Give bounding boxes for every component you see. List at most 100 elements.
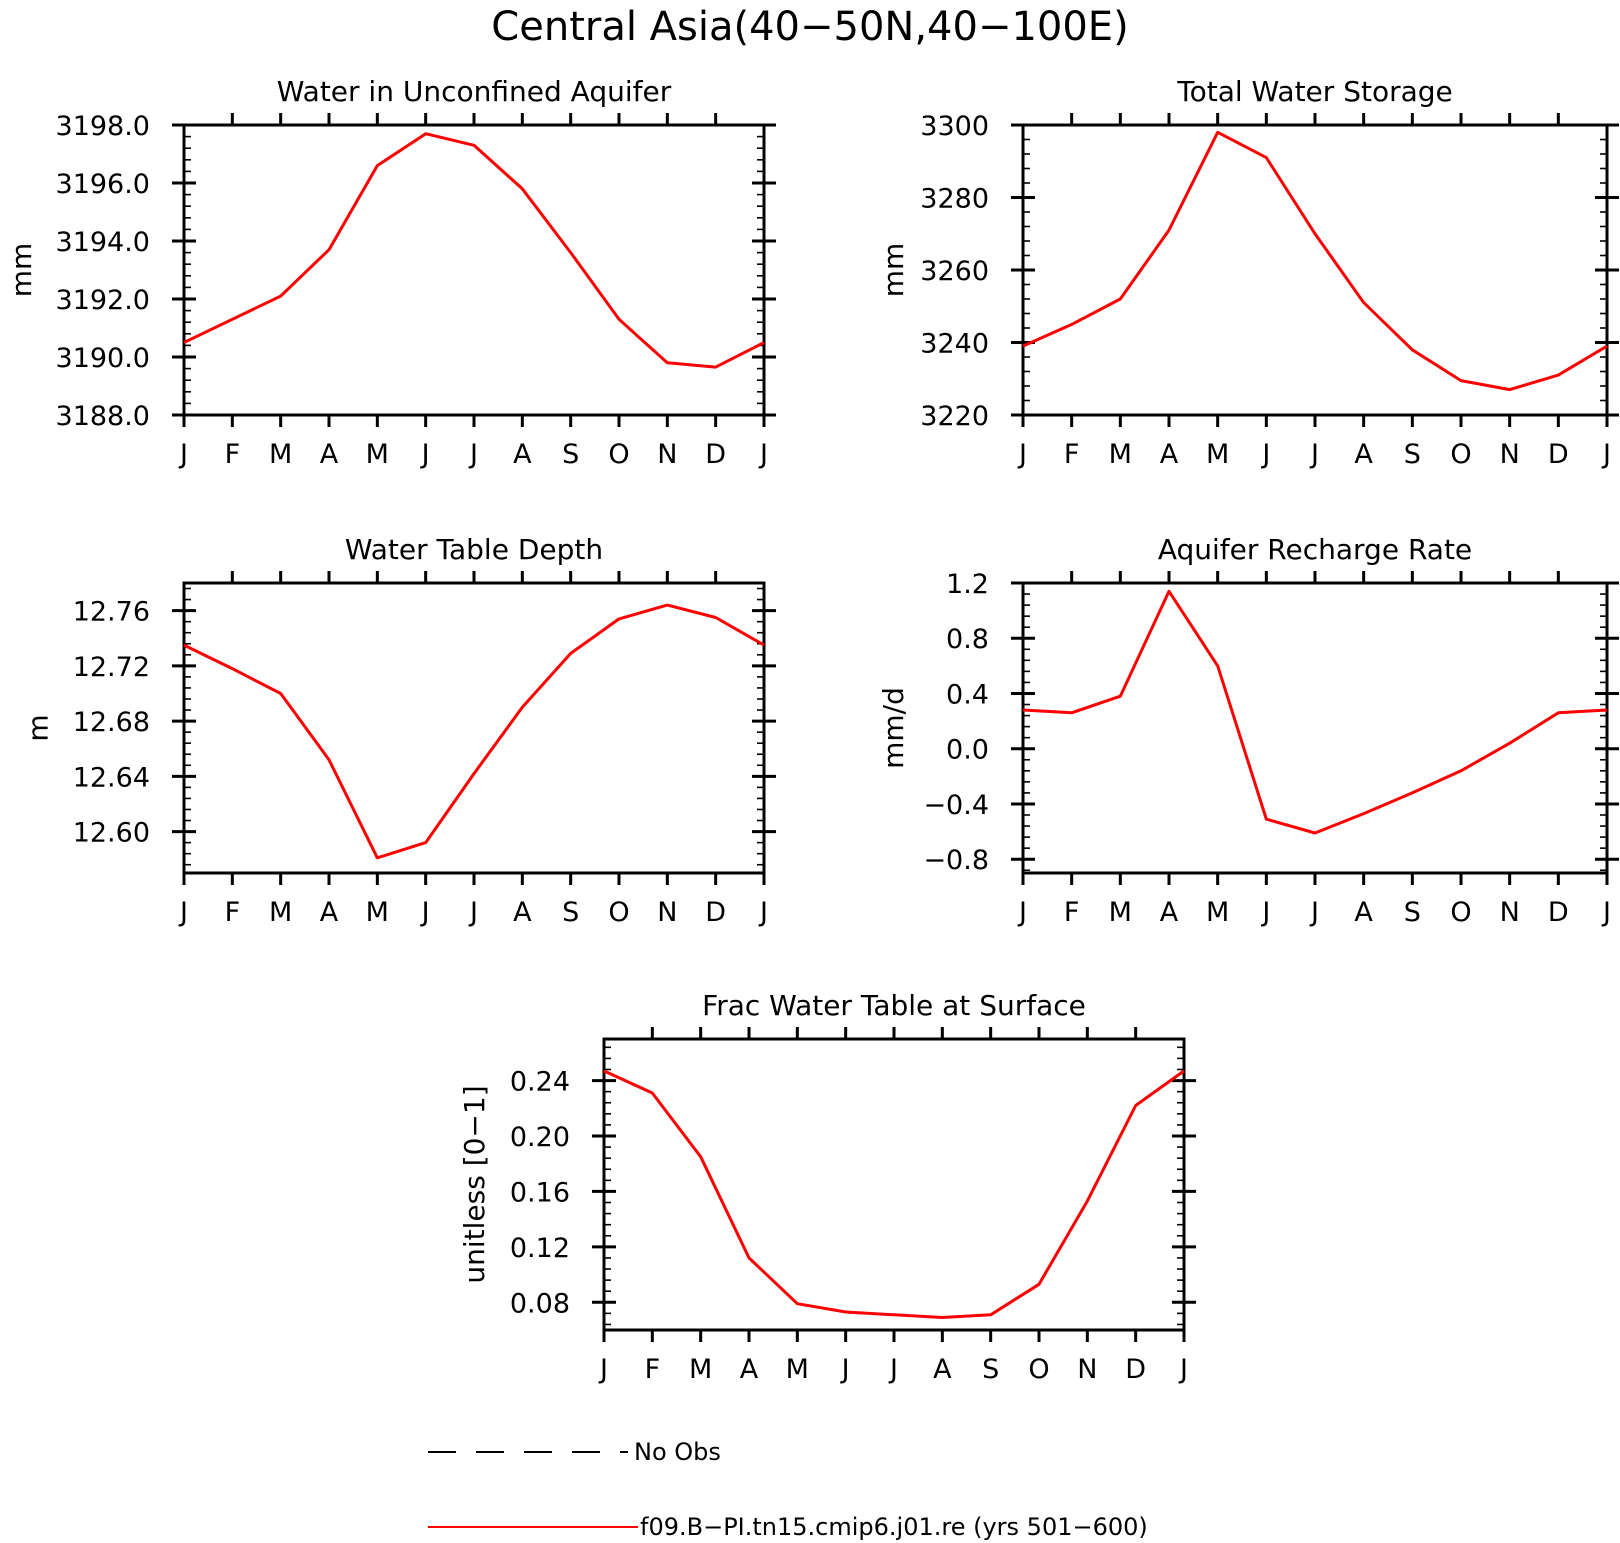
x-tick-label: A — [1354, 439, 1373, 470]
y-tick-label: 12.72 — [73, 652, 150, 683]
x-tick-label: M — [1109, 897, 1132, 928]
plot-frame-recharge-rate — [1021, 581, 1609, 875]
x-tick-label: A — [513, 439, 532, 470]
x-tick-label: O — [608, 439, 629, 470]
x-tick-label: S — [982, 1354, 999, 1385]
x-tick-label: M — [269, 439, 292, 470]
x-tick-label: A — [1160, 439, 1179, 470]
x-tick-label: J — [1017, 897, 1027, 928]
x-tick-label: S — [1404, 897, 1421, 928]
x-tick-label: N — [657, 439, 677, 470]
x-tick-label: F — [225, 439, 241, 470]
x-tick-label: O — [1450, 439, 1471, 470]
x-tick-label: A — [1354, 897, 1373, 928]
y-tick-label: 3188.0 — [56, 401, 150, 432]
y-tick-label: 0.20 — [510, 1122, 570, 1153]
panel-title-total-storage: Total Water Storage — [1176, 75, 1453, 108]
series-line-recharge-rate — [1022, 589, 1608, 835]
y-axis-label-aquifer-water: mm — [5, 243, 38, 298]
x-tick-label: D — [1125, 1354, 1146, 1385]
legend: No Obs f09.B−PI.tn15.cmip6.j01.re (yrs 5… — [428, 1438, 1148, 1541]
x-tick-label: N — [1077, 1354, 1097, 1385]
x-tick-label: S — [562, 439, 579, 470]
x-tick-label: M — [1109, 439, 1132, 470]
y-tick-label: 3192.0 — [56, 285, 150, 316]
y-tick-label: 0.12 — [510, 1233, 570, 1264]
y-tick-label: 12.76 — [73, 597, 150, 628]
x-tick-label: J — [178, 439, 188, 470]
panel-title-recharge-rate: Aquifer Recharge Rate — [1158, 533, 1472, 566]
x-tick-label: M — [689, 1354, 712, 1385]
x-tick-label: S — [562, 897, 579, 928]
y-tick-label: 3190.0 — [56, 343, 150, 374]
y-tick-label: 12.68 — [73, 707, 150, 738]
y-tick-label: 12.60 — [73, 818, 150, 849]
x-tick-label: N — [1500, 439, 1520, 470]
y-tick-label: 0.0 — [946, 735, 989, 766]
x-tick-label: M — [366, 897, 389, 928]
x-tick-label: J — [598, 1354, 608, 1385]
y-axis-label-recharge-rate: mm/d — [877, 687, 910, 769]
x-tick-label: D — [705, 897, 726, 928]
x-tick-label: M — [1206, 897, 1229, 928]
y-tick-label: 1.2 — [946, 569, 989, 600]
x-tick-label: J — [468, 439, 478, 470]
plot-frame-aquifer-water — [182, 123, 766, 417]
x-tick-label: A — [320, 439, 339, 470]
x-tick-label: D — [1548, 439, 1569, 470]
x-tick-label: J — [1309, 439, 1319, 470]
panel-title-water-table-depth: Water Table Depth — [345, 533, 603, 566]
x-tick-label: J — [468, 897, 478, 928]
y-tick-label: 3194.0 — [56, 227, 150, 258]
y-tick-label: 3196.0 — [56, 169, 150, 200]
panel-title-frac-water-table: Frac Water Table at Surface — [702, 989, 1086, 1022]
y-axis-label-frac-water-table: unitless [0−1] — [458, 1085, 491, 1283]
x-tick-label: O — [608, 897, 629, 928]
x-tick-label: F — [1064, 897, 1080, 928]
series-line-total-storage — [1022, 130, 1608, 392]
x-tick-label: J — [1178, 1354, 1188, 1385]
x-tick-label: S — [1404, 439, 1421, 470]
y-tick-label: 12.64 — [73, 762, 150, 793]
x-tick-label: J — [1601, 439, 1611, 470]
x-tick-label: M — [269, 897, 292, 928]
x-tick-label: J — [1309, 897, 1319, 928]
y-tick-label: 0.08 — [510, 1288, 570, 1319]
x-tick-label: J — [758, 897, 768, 928]
series-line-aquifer-water — [183, 132, 765, 369]
x-tick-label: D — [705, 439, 726, 470]
series-line-frac-water-table — [603, 1069, 1185, 1319]
x-tick-label: J — [420, 897, 430, 928]
y-axis-label-total-storage: mm — [877, 243, 910, 298]
x-tick-label: O — [1450, 897, 1471, 928]
figure-title: Central Asia(40−50N,40−100E) — [491, 4, 1128, 50]
x-tick-label: J — [888, 1354, 898, 1385]
legend-obs-label: No Obs — [634, 1438, 721, 1466]
plot-frame-total-storage — [1021, 123, 1609, 417]
x-tick-label: J — [758, 439, 768, 470]
x-tick-label: A — [933, 1354, 952, 1385]
x-tick-label: F — [1064, 439, 1080, 470]
y-axis-label-water-table-depth: m — [22, 714, 55, 741]
x-tick-label: F — [225, 897, 241, 928]
y-tick-label: 0.4 — [946, 679, 989, 710]
x-tick-label: J — [420, 439, 430, 470]
y-tick-label: 3198.0 — [56, 111, 150, 142]
x-tick-label: J — [1601, 897, 1611, 928]
x-tick-label: F — [645, 1354, 661, 1385]
x-tick-label: J — [840, 1354, 850, 1385]
legend-model-label: f09.B−PI.tn15.cmip6.j01.re (yrs 501−600) — [640, 1513, 1148, 1541]
y-tick-label: 3280 — [920, 184, 989, 215]
x-tick-label: A — [513, 897, 532, 928]
x-tick-label: J — [1260, 439, 1270, 470]
x-tick-label: M — [366, 439, 389, 470]
x-tick-label: A — [1160, 897, 1179, 928]
y-tick-label: −0.4 — [923, 790, 989, 821]
y-tick-label: 0.16 — [510, 1177, 570, 1208]
y-tick-label: 0.8 — [946, 624, 989, 655]
